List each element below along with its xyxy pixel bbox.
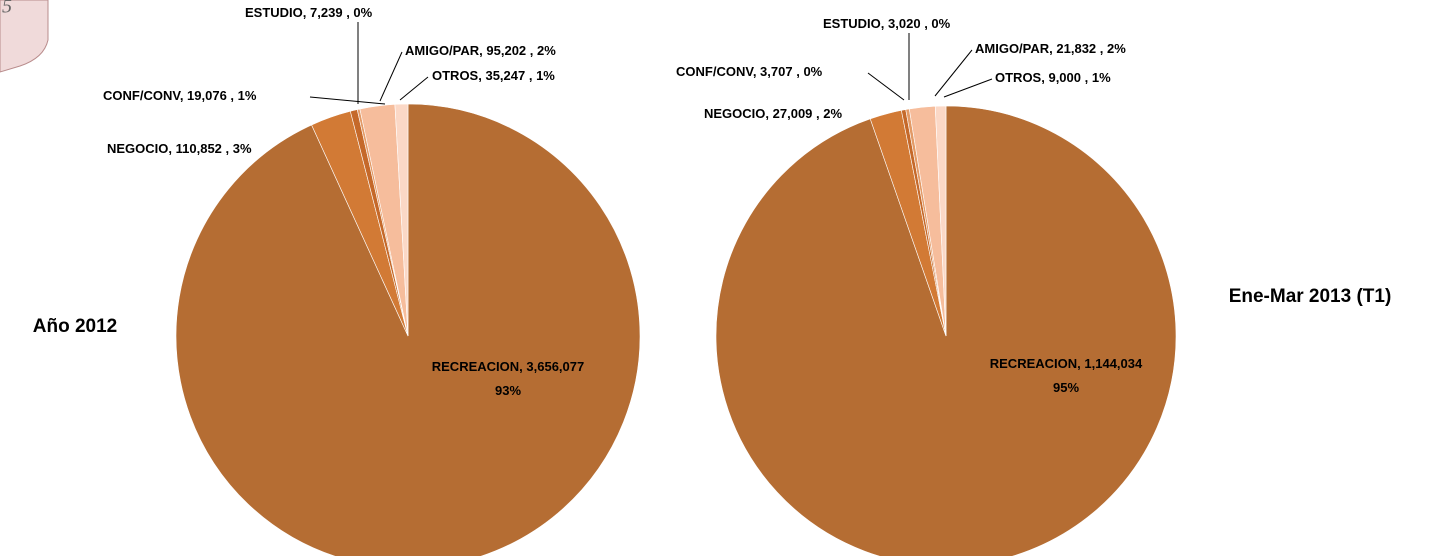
value-label: 3,656,077: [526, 359, 584, 374]
separator: ,: [812, 106, 823, 121]
separator: ,: [180, 88, 187, 103]
percent-label: 2%: [537, 43, 556, 58]
separator: ,: [1049, 41, 1056, 56]
category-name: RECREACION: [432, 359, 519, 374]
category-name: NEGOCIO: [704, 106, 765, 121]
value-label: 3,707: [760, 64, 793, 79]
data-label: OTROS, 9,000 , 1%: [995, 70, 1111, 85]
category-name: CONF/CONV: [676, 64, 754, 79]
separator: ,: [526, 43, 537, 58]
category-name: ESTUDIO: [245, 5, 303, 20]
value-label: 95,202: [486, 43, 526, 58]
data-label: NEGOCIO, 27,009 , 2%: [704, 106, 842, 121]
value-label: 1,144,034: [1084, 356, 1143, 371]
value-label: 27,009: [773, 106, 813, 121]
percent-label: 0%: [931, 16, 950, 31]
data-label: CONF/CONV, 3,707 , 0%: [676, 64, 823, 79]
value-label: 3,020: [888, 16, 921, 31]
corner-decoration: 5: [0, 0, 49, 73]
value-label: 110,852: [176, 141, 222, 156]
percent-label: 3%: [233, 141, 252, 156]
percent-label: 0%: [353, 5, 372, 20]
pie-slice: [175, 103, 641, 556]
value-label: 21,832: [1056, 41, 1096, 56]
data-label: ESTUDIO, 7,239 , 0%: [245, 5, 373, 20]
data-label: RECREACION, 3,656,077 93%: [432, 359, 584, 398]
category-name: ESTUDIO: [823, 16, 881, 31]
data-label: CONF/CONV, 19,076 , 1%: [103, 88, 257, 103]
percent-label: 2%: [1107, 41, 1126, 56]
leader-line: [943, 78, 993, 98]
separator: ,: [1077, 356, 1084, 371]
percent-label: 2%: [823, 106, 842, 121]
separator: ,: [1041, 70, 1048, 85]
chart-title: Ene-Mar 2013 (T1): [1229, 286, 1392, 307]
category-name: OTROS: [432, 68, 479, 83]
separator: ,: [478, 68, 485, 83]
data-label: AMIGO/PAR, 95,202 , 2%: [405, 43, 556, 58]
data-label: RECREACION, 1,144,034 95%: [990, 356, 1143, 395]
separator: ,: [753, 64, 760, 79]
leader-line: [379, 51, 403, 102]
separator: ,: [921, 16, 932, 31]
corner-mark: 5: [2, 0, 12, 18]
category-name: AMIGO/PAR: [405, 43, 480, 58]
category-name: RECREACION: [990, 356, 1077, 371]
percent-label: 1%: [238, 88, 257, 103]
category-name: NEGOCIO: [107, 141, 168, 156]
separator: ,: [519, 359, 526, 374]
data-label: NEGOCIO, 110,852 , 3%: [107, 141, 252, 156]
percent-label: 0%: [803, 64, 822, 79]
data-label: ESTUDIO, 3,020 , 0%: [823, 16, 951, 31]
percent-label: 93%: [495, 383, 521, 398]
separator: ,: [525, 68, 536, 83]
leader-line: [309, 96, 386, 105]
value-label: 35,247: [485, 68, 525, 83]
data-label: OTROS, 35,247 , 1%: [432, 68, 555, 83]
data-label: AMIGO/PAR, 21,832 , 2%: [975, 41, 1126, 56]
leader-line: [399, 76, 429, 101]
separator: ,: [303, 5, 310, 20]
separator: ,: [227, 88, 238, 103]
category-name: CONF/CONV: [103, 88, 181, 103]
separator: ,: [1081, 70, 1092, 85]
percent-label: 1%: [536, 68, 555, 83]
separator: ,: [168, 141, 175, 156]
category-name: AMIGO/PAR: [975, 41, 1050, 56]
value-label: 9,000: [1048, 70, 1081, 85]
chart-title: Año 2012: [33, 316, 117, 337]
percent-label: 1%: [1092, 70, 1111, 85]
value-label: 7,239: [310, 5, 343, 20]
pie-slice: [394, 103, 409, 337]
value-label: 19,076: [187, 88, 227, 103]
separator: ,: [343, 5, 354, 20]
separator: ,: [793, 64, 804, 79]
pie-slice: [934, 105, 947, 337]
category-name: OTROS: [995, 70, 1042, 85]
separator: ,: [479, 43, 486, 58]
separator: ,: [765, 106, 772, 121]
leader-line: [934, 49, 973, 97]
separator: ,: [881, 16, 888, 31]
separator: ,: [222, 141, 233, 156]
leader-line: [867, 72, 905, 101]
separator: ,: [1096, 41, 1107, 56]
percent-label: 95%: [1053, 380, 1079, 395]
